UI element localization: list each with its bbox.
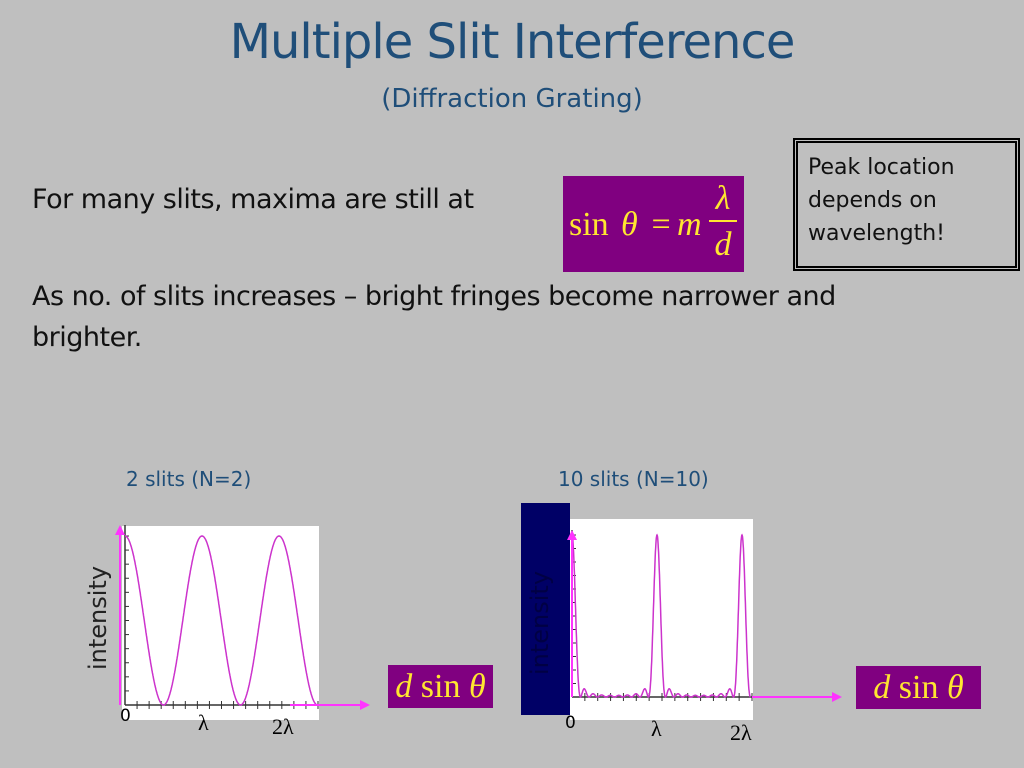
x-label-sin: sin xyxy=(412,668,469,705)
x-label-theta: θ xyxy=(946,669,964,706)
x-label-n2: d sin θ xyxy=(388,665,493,708)
x-tick-0-n2: 0 xyxy=(120,706,131,726)
arrow-head-icon xyxy=(567,530,577,540)
x-tick-lambda-n2: λ xyxy=(198,710,209,735)
arrow-head-icon xyxy=(115,525,125,535)
plot-title-n10: 10 slits (N=10) xyxy=(558,467,709,491)
arrow-head-icon xyxy=(832,692,842,702)
maxima-text: For many slits, maxima are still at xyxy=(32,184,474,215)
x-label-d: d xyxy=(395,668,413,705)
eq-d: d xyxy=(714,226,732,263)
grating-equation: sin θ = m λ d xyxy=(563,176,744,272)
intensity-curve-n2 xyxy=(124,535,318,706)
eq-sin: sin xyxy=(569,206,609,243)
eq-theta: θ xyxy=(621,206,638,243)
arrow-head-icon xyxy=(360,700,370,710)
y-label-n10: intensity xyxy=(526,570,554,675)
fraction-bar xyxy=(709,220,737,222)
eq-lambda: λ xyxy=(715,180,731,217)
eq-fraction: λ d xyxy=(709,180,737,264)
x-label-sin: sin xyxy=(890,669,947,706)
x-tick-0-n10: 0 xyxy=(565,713,576,733)
slide-title: Multiple Slit Interference xyxy=(229,14,796,70)
y-label-n2: intensity xyxy=(84,565,112,670)
x-tick-lambda-n10: λ xyxy=(651,716,662,741)
plot-title-n2: 2 slits (N=2) xyxy=(126,467,252,491)
fringes-text-line2: brighter. xyxy=(32,322,142,353)
note-line: wavelength! xyxy=(808,221,945,246)
x-label-n10: d sin θ xyxy=(856,666,981,709)
x-label-d: d xyxy=(873,669,891,706)
x-label-theta: θ xyxy=(468,668,486,705)
fringes-text-line1: As no. of slits increases – bright fring… xyxy=(32,281,836,312)
note-line: Peak location xyxy=(808,155,955,180)
eq-m: m xyxy=(677,206,702,243)
eq-equals: = xyxy=(643,206,680,243)
x-tick-2lambda-n10: 2λ xyxy=(730,720,752,745)
slide-subtitle: (Diffraction Grating) xyxy=(381,84,643,114)
peak-location-note: Peak location depends on wavelength! xyxy=(793,138,1020,271)
intensity-curve-n10 xyxy=(571,533,751,698)
overlay-block xyxy=(521,503,570,715)
note-line: depends on xyxy=(808,188,937,213)
x-tick-2lambda-n2: 2λ xyxy=(272,714,294,739)
